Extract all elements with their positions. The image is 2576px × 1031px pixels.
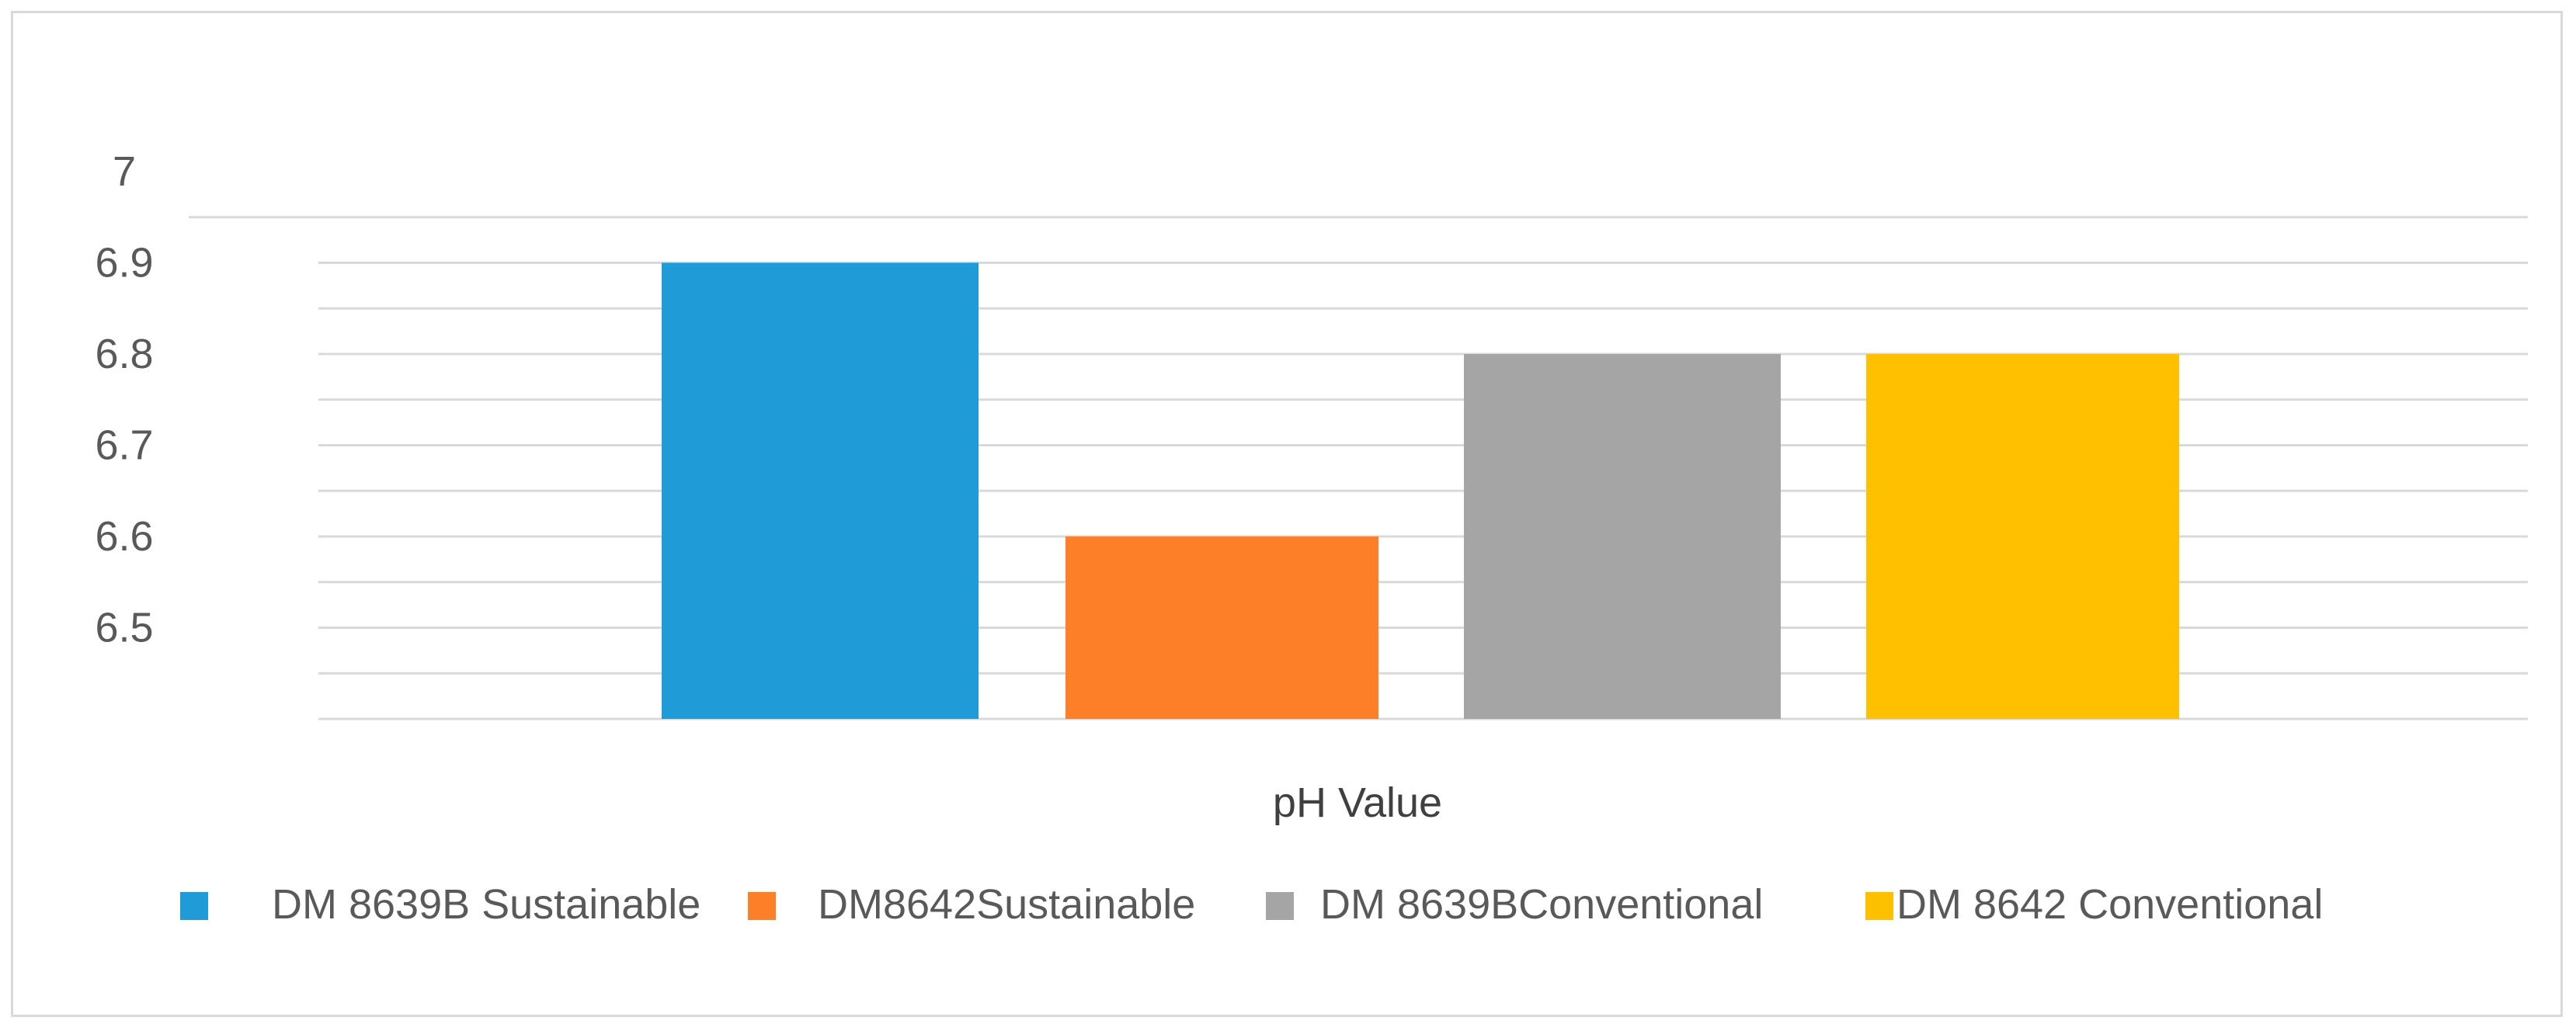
legend-swatch xyxy=(1266,892,1294,920)
y-tick-label: 6.9 xyxy=(95,240,153,286)
legend-item: DM8642Sustainable xyxy=(748,881,1195,928)
y-tick-label: 6.5 xyxy=(95,605,153,651)
bar xyxy=(662,262,979,719)
y-tick-label: 7 xyxy=(113,148,136,195)
legend-label: DM 8639BConventional xyxy=(1320,881,1763,928)
bar xyxy=(1464,354,1781,719)
y-tick-label: 6.8 xyxy=(95,331,153,377)
y-tick-label: 6.6 xyxy=(95,513,153,560)
legend: DM 8639B Sustainable DM8642Sustainable DM … xyxy=(180,881,2323,928)
legend-swatch xyxy=(748,892,776,920)
x-axis-title: pH Value xyxy=(1273,779,1442,826)
bar xyxy=(1066,536,1378,719)
legend-item: DM 8639B Sustainable xyxy=(180,881,700,928)
legend-label: DM8642Sustainable xyxy=(818,881,1195,928)
legend-label: DM 8642 Conventional xyxy=(1896,881,2323,928)
legend-label: DM 8639B Sustainable xyxy=(272,881,700,928)
legend-item: DM 8642 Conventional xyxy=(1865,881,2323,928)
bar xyxy=(1866,354,2179,719)
bars xyxy=(662,262,2179,719)
y-tick-label: 6.7 xyxy=(95,422,153,469)
legend-item: DM 8639BConventional xyxy=(1266,881,1763,928)
y-tick-labels: 7 6.9 6.8 6.7 6.6 6.5 xyxy=(95,148,153,651)
legend-swatch xyxy=(180,892,208,920)
legend-swatch xyxy=(1865,892,1893,920)
